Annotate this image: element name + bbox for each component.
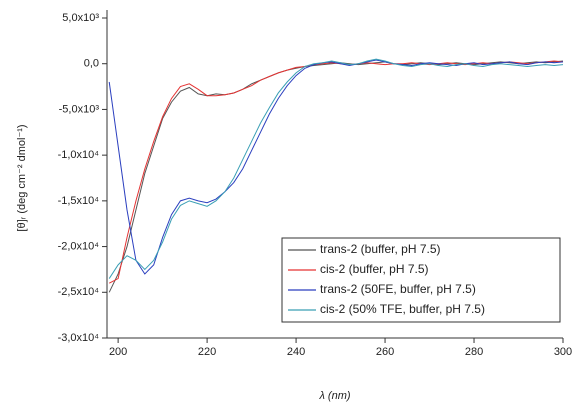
series-line	[108, 59, 564, 275]
x-tick-label: 300	[554, 346, 572, 358]
x-axis-label: λ (nm)	[318, 390, 350, 402]
y-tick-label: 5,0x10³	[62, 12, 99, 24]
x-tick-label: 280	[465, 346, 483, 358]
y-tick-label: -3,0x10⁴	[58, 332, 100, 344]
legend-label: cis-2 (50% TFE, buffer, pH 7.5)	[320, 302, 485, 316]
series-line	[108, 58, 564, 279]
y-tick-label: -2,5x10⁴	[58, 286, 100, 298]
y-tick-label: -1,5x10⁴	[58, 195, 100, 207]
legend-box	[281, 237, 561, 323]
y-tick-label: -5,0x10³	[59, 103, 100, 115]
y-axis-label: [θ]ᵣ (deg cm⁻² dmol⁻¹)	[16, 124, 28, 231]
x-tick-label: 200	[109, 346, 127, 358]
legend-label: trans-2 (50FE, buffer, pH 7.5)	[320, 282, 476, 296]
legend-label: trans-2 (buffer, pH 7.5)	[320, 242, 441, 256]
x-tick-label: 240	[287, 346, 305, 358]
y-tick-label: -1,0x10⁴	[58, 149, 100, 161]
x-tick-label: 260	[376, 346, 394, 358]
y-tick-label: -2,0x10⁴	[58, 240, 100, 252]
x-tick-label: 220	[198, 346, 216, 358]
y-tick-label: 0,0	[84, 58, 99, 70]
legend-label: cis-2 (buffer, pH 7.5)	[320, 262, 429, 276]
